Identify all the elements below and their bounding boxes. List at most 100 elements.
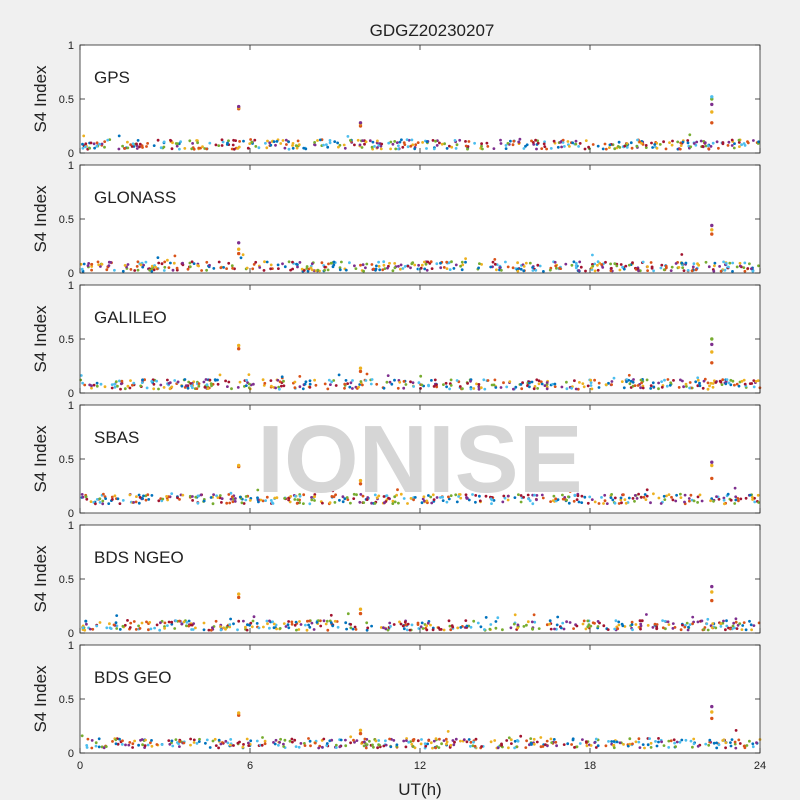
data-point — [348, 261, 351, 265]
data-point — [115, 627, 119, 630]
data-point — [141, 378, 145, 382]
data-point — [354, 628, 358, 631]
data-point — [751, 745, 755, 749]
data-point — [425, 268, 429, 272]
data-point — [471, 744, 475, 748]
data-point — [180, 384, 184, 388]
data-point — [594, 746, 598, 749]
data-point — [190, 623, 194, 627]
data-point — [533, 620, 537, 624]
data-point — [355, 493, 358, 497]
data-point — [744, 496, 748, 500]
data-point — [609, 262, 612, 266]
data-point — [102, 492, 105, 496]
data-point — [266, 622, 269, 626]
data-point — [704, 742, 708, 746]
data-point — [687, 625, 690, 629]
y-tick-label: 1 — [68, 280, 74, 292]
data-point — [407, 740, 411, 744]
data-point — [661, 626, 665, 630]
data-point — [621, 624, 625, 628]
data-point — [577, 269, 581, 272]
data-point — [295, 628, 298, 632]
data-point — [212, 267, 216, 270]
data-point — [140, 738, 144, 741]
data-point — [666, 378, 670, 381]
data-point — [343, 382, 347, 386]
data-point — [652, 385, 656, 389]
data-point — [160, 743, 164, 746]
data-point — [80, 493, 84, 496]
data-point — [522, 265, 526, 268]
data-point — [373, 145, 376, 148]
data-point — [283, 738, 287, 742]
panel-label: GALILEO — [94, 308, 167, 327]
data-point — [123, 623, 127, 627]
data-point — [464, 619, 468, 622]
data-point — [106, 138, 110, 142]
data-point — [641, 260, 645, 264]
data-point — [370, 501, 373, 505]
data-point — [82, 262, 86, 266]
data-point — [295, 146, 299, 150]
data-point — [83, 628, 87, 632]
spike-point — [237, 463, 241, 468]
data-point — [229, 497, 233, 501]
data-point — [633, 384, 637, 387]
data-point — [337, 145, 340, 149]
data-point — [189, 737, 193, 741]
data-point — [742, 621, 746, 624]
data-point — [737, 384, 741, 388]
data-point — [667, 493, 671, 496]
data-point — [310, 496, 313, 499]
data-point — [95, 381, 99, 385]
data-point — [539, 736, 543, 739]
data-point — [187, 624, 191, 628]
data-point — [731, 624, 735, 628]
data-point — [118, 379, 121, 383]
data-point — [308, 625, 312, 629]
data-point — [591, 143, 595, 146]
data-point — [607, 740, 610, 743]
data-point — [261, 378, 265, 382]
data-point — [329, 261, 333, 265]
data-point — [280, 384, 283, 388]
data-point — [121, 144, 124, 148]
data-point — [304, 380, 308, 384]
data-point — [302, 146, 306, 150]
data-point — [612, 376, 616, 380]
data-point — [552, 139, 556, 143]
data-point — [477, 387, 481, 391]
data-point — [725, 619, 728, 623]
data-point — [417, 263, 420, 267]
spike-point — [710, 710, 714, 714]
data-point — [574, 139, 578, 143]
spike-point — [237, 711, 241, 715]
data-point — [686, 628, 690, 632]
data-point — [743, 744, 746, 748]
data-point — [545, 147, 548, 151]
data-point — [103, 140, 107, 144]
data-point — [486, 379, 490, 382]
data-point — [477, 383, 481, 386]
data-point — [659, 266, 663, 270]
data-point — [278, 387, 281, 391]
data-point — [733, 626, 736, 630]
data-point — [214, 143, 218, 147]
spike-point — [237, 251, 241, 256]
data-point — [145, 386, 149, 390]
data-point — [674, 745, 677, 748]
data-point — [191, 495, 194, 498]
data-point — [413, 147, 417, 151]
data-point — [576, 387, 580, 391]
data-point — [620, 501, 623, 505]
data-point — [494, 626, 498, 630]
data-point — [370, 145, 374, 149]
data-point — [746, 267, 750, 270]
data-point — [209, 382, 213, 386]
data-point — [586, 501, 590, 505]
data-point — [494, 386, 498, 389]
data-point — [389, 745, 393, 749]
data-point — [361, 494, 365, 498]
data-point — [501, 628, 504, 632]
